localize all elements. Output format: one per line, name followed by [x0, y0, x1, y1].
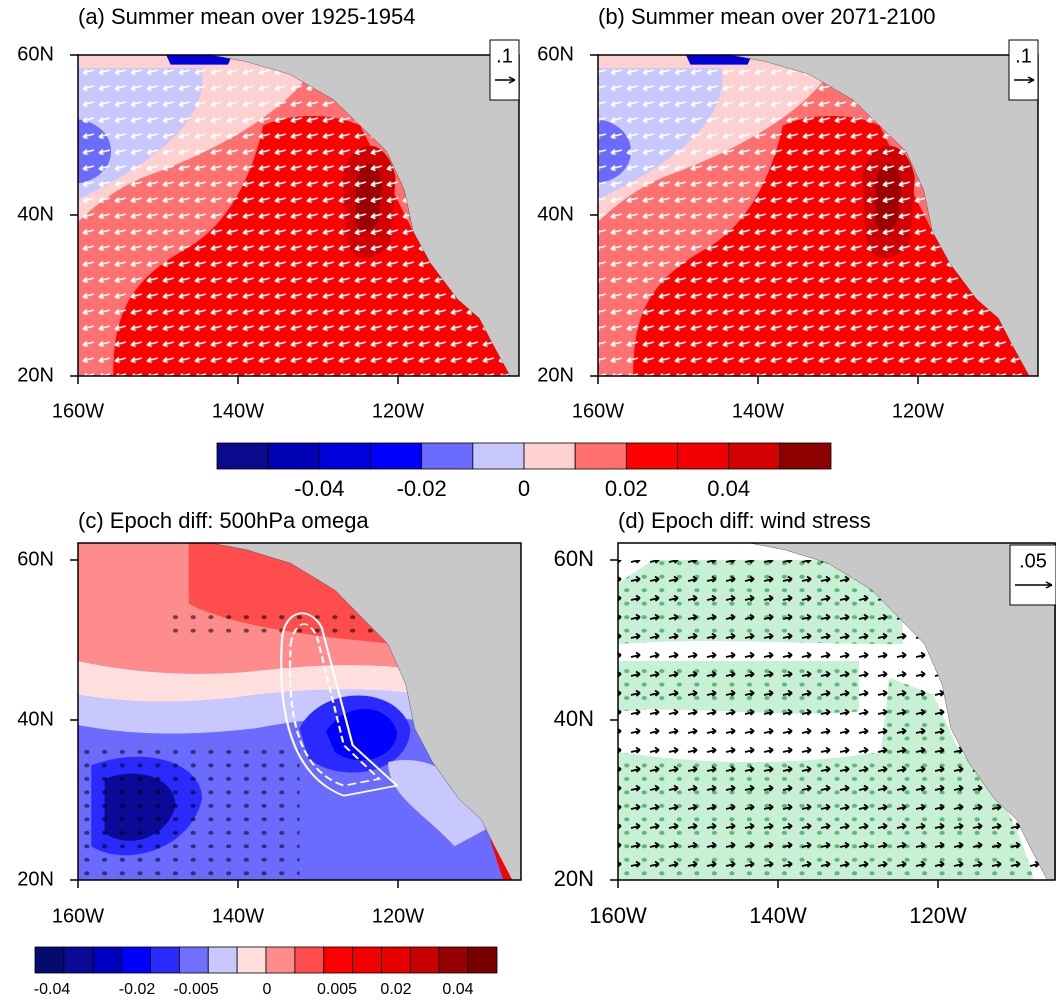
- colorbar-label: 0.04: [707, 476, 750, 501]
- colorbar-label: 0.02: [380, 981, 411, 998]
- colorbar-box: [370, 442, 423, 470]
- colorbar-box: [381, 946, 411, 974]
- reference-vector-label: .1: [1015, 45, 1032, 67]
- colorbar-box: [150, 946, 180, 974]
- colorbar-box: [267, 442, 320, 470]
- colorbar-box: [523, 442, 576, 470]
- y-tick-label: 60N: [554, 546, 594, 571]
- colorbar-box: [323, 946, 354, 974]
- colorbar-label: -0.02: [119, 981, 156, 998]
- map-d: [618, 543, 1056, 880]
- colorbar-box: [63, 946, 94, 974]
- y-tick-label: 20N: [554, 866, 594, 891]
- reference-arrow: [1015, 581, 1053, 589]
- colorbar-label: 0.005: [317, 981, 357, 998]
- map-c: [78, 543, 521, 880]
- y-tick-label: 60N: [17, 43, 54, 65]
- panel-title: (c) Epoch diff: 500hPa omega: [78, 508, 369, 533]
- y-tick-label: 60N: [537, 43, 574, 65]
- colorbar-box: [409, 946, 440, 974]
- x-tick-label: 140W: [732, 400, 784, 422]
- colorbar-box: [472, 442, 525, 470]
- y-tick-label: 60N: [17, 548, 54, 570]
- colorbar-label: 0.04: [442, 981, 473, 998]
- colorbar-box: [207, 946, 238, 974]
- colorbar-label: -0.04: [34, 981, 71, 998]
- colorbar-box: [625, 442, 678, 470]
- map-b: [598, 55, 1038, 376]
- colorbar-box: [574, 442, 627, 470]
- panel-title: (a) Summer mean over 1925-1954: [78, 4, 416, 29]
- colorbar-box: [265, 946, 296, 974]
- colorbar-box: [467, 946, 498, 974]
- y-tick-label: 40N: [537, 203, 574, 225]
- y-tick-label: 20N: [17, 868, 54, 890]
- colorbar-box: [121, 946, 151, 974]
- colorbar-box: [236, 946, 267, 974]
- colorbar-box: [178, 946, 209, 974]
- colorbar-box: [438, 946, 469, 974]
- colorbar-label: -0.04: [294, 476, 344, 501]
- colorbar-box: [352, 946, 382, 974]
- x-tick-label: 120W: [892, 400, 944, 422]
- reference-box: [489, 39, 520, 101]
- colorbar-box: [728, 442, 781, 470]
- colorbar-box: [421, 442, 474, 470]
- colorbar-label: 0: [518, 476, 530, 501]
- x-tick-label: 160W: [52, 400, 104, 422]
- x-tick-label: 160W: [589, 903, 647, 928]
- reference-vector-label: .1: [496, 45, 513, 67]
- colorbar-box: [318, 442, 371, 470]
- panel-title: (b) Summer mean over 2071-2100: [598, 4, 936, 29]
- frame: [77, 542, 522, 881]
- reference-box: [1008, 39, 1039, 101]
- x-tick-label: 160W: [572, 400, 624, 422]
- x-tick-label: 160W: [52, 905, 104, 927]
- colorbar-box: [779, 442, 832, 470]
- x-tick-label: 120W: [372, 400, 424, 422]
- panel-title: (d) Epoch diff: wind stress: [618, 508, 871, 533]
- y-tick-label: 40N: [17, 708, 54, 730]
- colorbar-label: 0.02: [605, 476, 648, 501]
- y-tick-label: 20N: [17, 364, 54, 386]
- x-tick-label: 120W: [372, 905, 424, 927]
- map-a: [78, 55, 519, 376]
- colorbar-box: [92, 946, 123, 974]
- y-tick-label: 40N: [554, 706, 594, 731]
- reference-vector-label: .05: [1019, 550, 1047, 572]
- y-tick-label: 20N: [537, 364, 574, 386]
- reference-arrow: [495, 76, 516, 84]
- colorbar-label: -0.02: [397, 476, 447, 501]
- colorbar-box: [34, 946, 65, 974]
- frame: [617, 542, 1056, 881]
- x-tick-label: 120W: [909, 903, 967, 928]
- reference-box: [1009, 544, 1056, 606]
- colorbar-box: [677, 442, 730, 470]
- reference-arrow: [1014, 76, 1035, 84]
- y-tick-label: 40N: [17, 203, 54, 225]
- x-tick-label: 140W: [212, 905, 264, 927]
- x-tick-label: 140W: [212, 400, 264, 422]
- x-tick-label: 140W: [749, 903, 807, 928]
- colorbar-box: [294, 946, 325, 974]
- colorbar-label: 0: [263, 981, 272, 998]
- colorbar-label: -0.005: [173, 981, 218, 998]
- colorbar-box: [216, 442, 269, 470]
